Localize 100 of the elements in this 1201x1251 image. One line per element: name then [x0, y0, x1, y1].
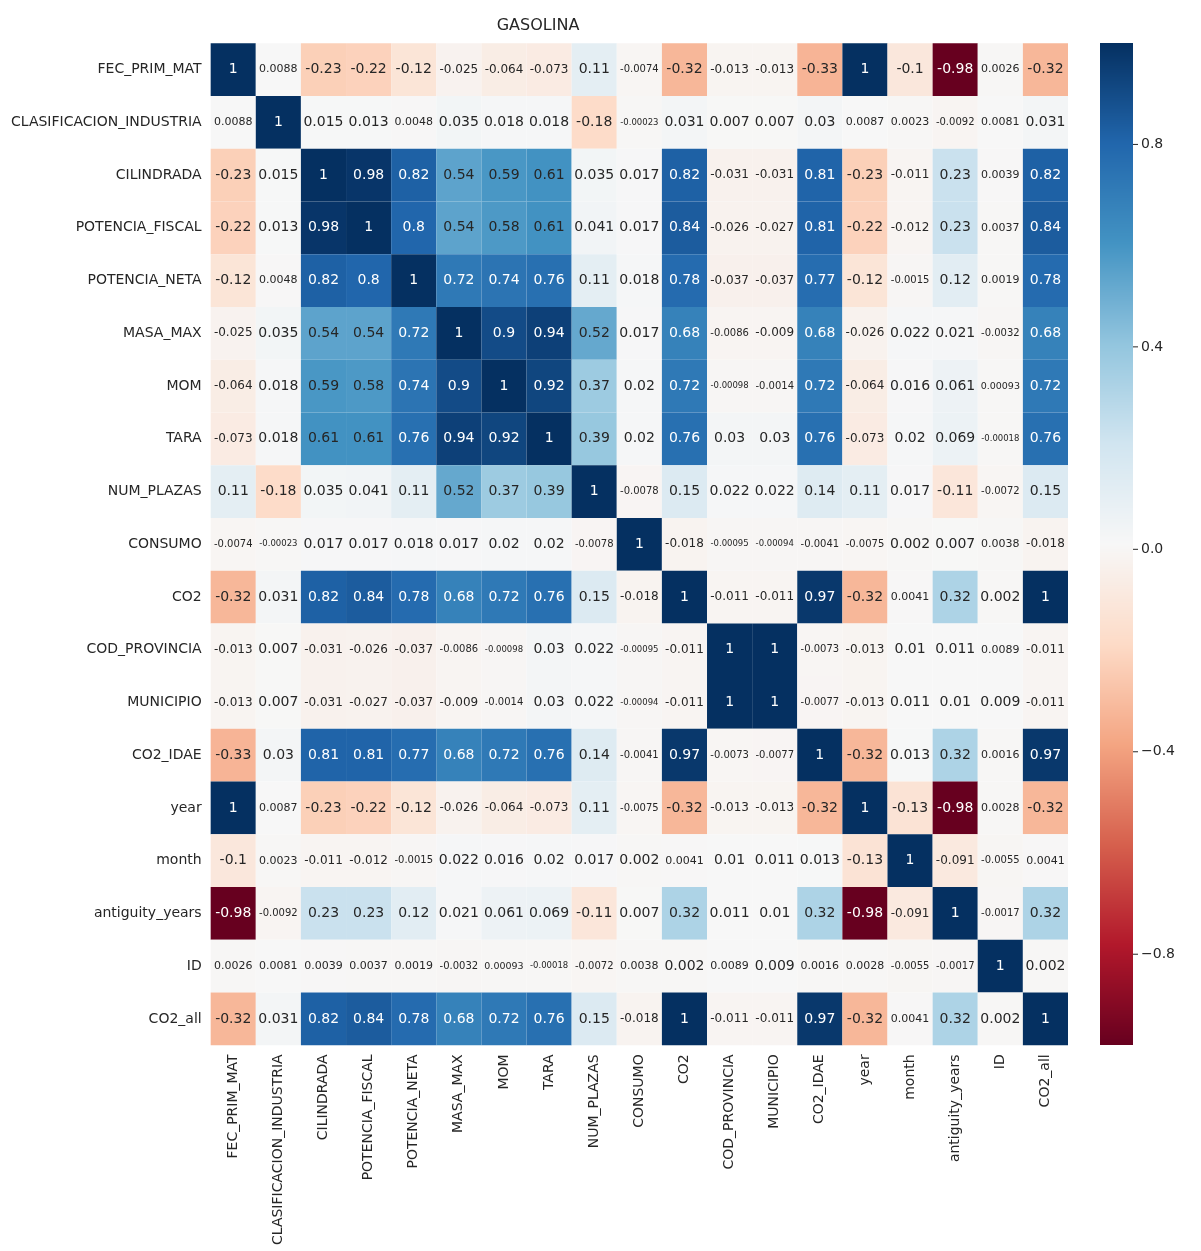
data-label: 0.8 [402, 218, 425, 235]
data-label: 0.76 [668, 429, 701, 446]
data-label: 1 [770, 693, 780, 710]
x-tick-label: CO2_all [1036, 1054, 1053, 1108]
data-label: 0.0026 [213, 959, 253, 973]
data-label: 0.61 [353, 429, 385, 446]
x-tick-label: COD_PROVINCIA [720, 1053, 737, 1170]
data-label: -0.22 [846, 218, 884, 235]
data-label: 0.72 [488, 745, 520, 762]
data-label: -0.025 [439, 61, 479, 76]
data-label: -0.073 [529, 800, 569, 815]
data-label: 0.016 [483, 851, 525, 868]
data-label: 0.72 [488, 1009, 520, 1026]
data-label: -0.00095 [710, 538, 749, 549]
data-label: -0.0077 [755, 748, 795, 760]
data-label: -0.018 [665, 536, 704, 551]
data-label: -0.026 [349, 641, 388, 656]
data-label: -0.011 [755, 1011, 795, 1026]
data-label: 0.069 [935, 429, 976, 446]
data-label: 0.015 [258, 165, 299, 182]
data-label: 0.72 [398, 323, 430, 340]
y-tick-label: MUNICIPIO [127, 693, 202, 710]
data-label: -0.32 [1027, 60, 1064, 77]
data-label: 0.017 [574, 851, 615, 868]
data-label: -0.0041 [620, 748, 659, 760]
data-label: -0.012 [890, 219, 930, 234]
data-label: 0.02 [533, 534, 565, 551]
data-label: 0.002 [1025, 956, 1066, 973]
y-tick-label: CILINDRADA [115, 165, 203, 182]
data-label: -0.11 [937, 482, 974, 499]
data-label: -0.0078 [574, 537, 614, 549]
x-tick-label: antiguity_years [945, 1054, 962, 1163]
data-label: 0.017 [619, 323, 660, 340]
data-label: 0.017 [619, 165, 660, 182]
data-label: 0.84 [353, 587, 385, 604]
data-label: 0.0026 [981, 62, 1020, 76]
data-label: 0.9 [447, 376, 470, 393]
data-label: -0.027 [349, 694, 388, 709]
data-label: 0.002 [619, 851, 660, 868]
data-label: -0.037 [755, 272, 795, 287]
data-label: -0.0015 [394, 854, 434, 866]
data-label: 0.017 [619, 218, 660, 235]
data-label: 0.84 [668, 218, 701, 235]
data-label: 0.72 [804, 376, 836, 393]
data-label: -0.031 [710, 167, 749, 182]
data-label: 0.61 [307, 429, 340, 446]
x-tick-label: year [855, 1054, 872, 1086]
data-label: 1 [544, 429, 554, 446]
data-label: -0.037 [710, 272, 749, 287]
data-label: 0.0081 [259, 959, 298, 973]
data-label: 0.54 [353, 323, 385, 340]
data-label: -0.32 [215, 1009, 252, 1026]
data-label: -0.011 [304, 852, 343, 867]
data-label: -0.091 [890, 905, 930, 920]
data-label: 0.23 [307, 904, 340, 921]
data-label: -0.011 [665, 694, 704, 709]
color-bar-label: −0.8 [1141, 944, 1175, 961]
data-label: -0.026 [439, 800, 479, 815]
y-tick-label: CO2_all [148, 1009, 202, 1026]
data-label: 0.0041 [1026, 853, 1065, 867]
data-label: 0.035 [303, 482, 344, 499]
data-label: -0.18 [576, 112, 613, 129]
data-label: 0.0028 [845, 959, 885, 973]
data-label: 0.72 [488, 587, 520, 604]
data-label: 0.017 [890, 482, 931, 499]
data-label: 0.81 [804, 218, 836, 235]
data-label: 0.8 [357, 271, 380, 288]
data-label: -0.0075 [620, 801, 659, 813]
data-label: -0.018 [619, 1011, 659, 1026]
y-tick-label: NUM_PLAZAS [107, 482, 202, 499]
data-label: -0.0015 [890, 274, 930, 286]
color-bar-label: 0.8 [1141, 135, 1164, 152]
data-label: -0.025 [213, 325, 253, 340]
data-label: 1 [634, 534, 644, 551]
data-label: 0.018 [258, 376, 299, 393]
data-label: -0.011 [1026, 641, 1065, 656]
data-label: -0.23 [215, 165, 252, 182]
data-label: 0.11 [578, 798, 610, 815]
data-label: -0.32 [666, 798, 703, 815]
data-label: -0.073 [529, 61, 569, 76]
data-label: 0.03 [759, 429, 791, 446]
data-label: 0.32 [668, 904, 701, 921]
data-label: 1 [319, 165, 328, 182]
x-tick-label: MOM [494, 1054, 511, 1090]
data-label: 0.013 [890, 745, 931, 762]
data-label: -0.0092 [259, 907, 298, 919]
y-tick-label: POTENCIA_NETA [87, 271, 203, 288]
data-label: 0.81 [307, 745, 340, 762]
x-tick-label: CONSUMO [629, 1054, 646, 1128]
data-label: 0.01 [714, 851, 746, 868]
data-label: 0.022 [574, 693, 615, 710]
data-label: 1 [454, 323, 464, 340]
data-label: 0.39 [533, 482, 565, 499]
data-label: 0.68 [1029, 323, 1062, 340]
data-label: 0.76 [1029, 429, 1062, 446]
data-label: 0.11 [849, 482, 881, 499]
data-label: 0.02 [894, 429, 926, 446]
data-label: -0.0041 [800, 537, 840, 549]
y-tick-label: antiguity_years [93, 904, 202, 921]
data-label: 0.37 [578, 376, 610, 393]
